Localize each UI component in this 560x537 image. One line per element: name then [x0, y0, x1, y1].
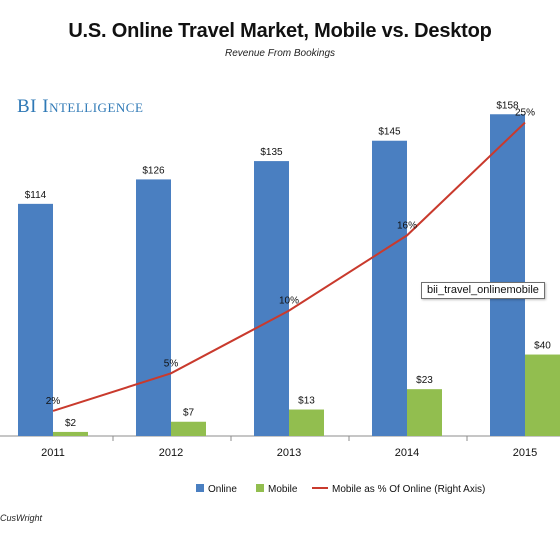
mobile-bar [407, 389, 442, 436]
x-tick-label: 2012 [159, 447, 183, 459]
mobile-bar [525, 354, 560, 436]
online-bar-label: $135 [260, 147, 283, 158]
chart-title: U.S. Online Travel Market, Mobile vs. De… [68, 20, 492, 42]
mobile-share-label: 25% [515, 108, 535, 119]
x-tick-label: 2015 [513, 447, 537, 459]
online-bar-label: $158 [496, 100, 519, 111]
mobile-bar-label: $2 [65, 418, 77, 429]
online-bar [18, 203, 53, 436]
x-tick-label: 2013 [277, 447, 301, 459]
brand-logo: BI Intelligence [17, 96, 144, 117]
mobile-share-line [52, 121, 526, 412]
mobile-bar-label: $13 [298, 396, 315, 407]
online-bar [136, 179, 171, 436]
x-tick-label: 2014 [395, 447, 419, 459]
online-bar [372, 140, 407, 436]
mobile-bar-label: $23 [416, 375, 433, 386]
online-bar-label: $145 [378, 127, 401, 138]
mobile-share-label: 10% [279, 296, 299, 307]
online-bar [490, 114, 525, 436]
mobile-share-label: 2% [46, 396, 61, 407]
legend-online-label: Online [208, 484, 237, 495]
mobile-bar [53, 431, 88, 436]
legend-mobile-label: Mobile [268, 484, 298, 495]
mobile-bar-label: $40 [534, 341, 551, 352]
legend-online-swatch [196, 484, 204, 492]
legend-mobile-swatch [256, 484, 264, 492]
chart-tooltip: bii_travel_onlinemobile [421, 282, 545, 299]
source-credit: CusWright [0, 513, 43, 523]
online-bar [254, 161, 289, 436]
mobile-bar [289, 409, 324, 436]
online-bar-label: $114 [25, 190, 47, 201]
x-tick-label: 2011 [41, 447, 65, 459]
mobile-bar-label: $7 [183, 408, 195, 419]
legend-share-label: Mobile as % Of Online (Right Axis) [332, 484, 485, 495]
mobile-share-label: 16% [397, 220, 417, 231]
mobile-share-label: 5% [164, 358, 179, 369]
online-bar-label: $126 [142, 165, 165, 176]
chart-subtitle: Revenue From Bookings [224, 48, 336, 59]
mobile-bar [171, 421, 206, 436]
